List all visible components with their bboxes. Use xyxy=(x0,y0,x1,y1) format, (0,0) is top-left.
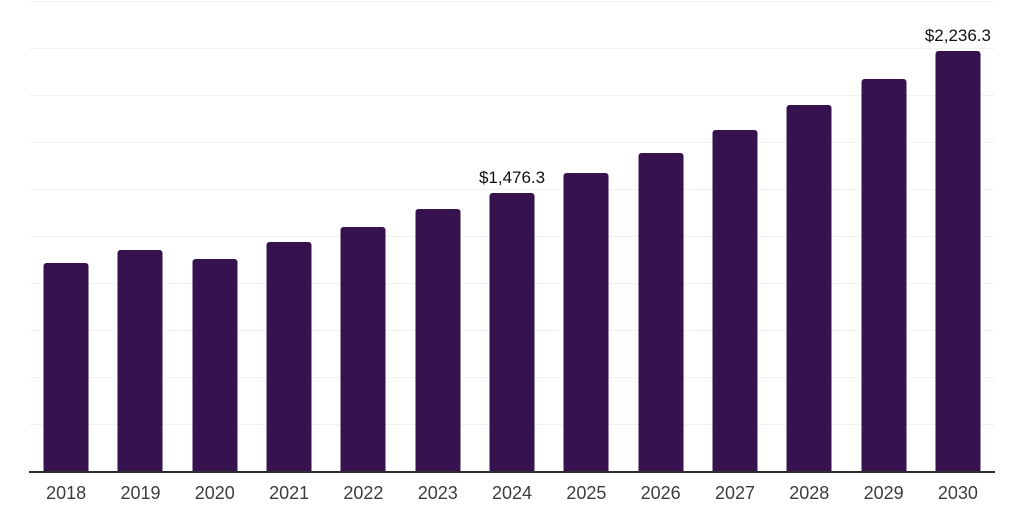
bar-2025[interactable] xyxy=(563,173,609,471)
bar-2028[interactable] xyxy=(786,105,832,471)
gridline-2250 xyxy=(29,48,995,49)
x-tick-label-2030: 2030 xyxy=(937,483,978,503)
bar-2026[interactable] xyxy=(638,152,684,471)
x-tick-label-2020: 2020 xyxy=(194,483,235,503)
x-axis-line xyxy=(29,471,995,473)
bar-slot-2018 xyxy=(29,1,103,471)
gridline-2500 xyxy=(29,1,995,2)
data-label-2024: $1,476.3 xyxy=(478,168,546,188)
bar-slot-2027 xyxy=(698,1,772,471)
plot-area: $1,476.3 $2,236.3 xyxy=(29,1,995,471)
bar-2021[interactable] xyxy=(266,242,312,471)
x-tick-label-2024: 2024 xyxy=(492,483,533,503)
x-tick-label-2029: 2029 xyxy=(863,483,904,503)
bar-slot-2020 xyxy=(178,1,252,471)
x-axis-tick-labels: 2018 2019 2020 2021 2022 2023 2024 2025 2026 2027… xyxy=(29,483,995,504)
x-tick-label-2019: 2019 xyxy=(120,483,161,503)
bar-2029[interactable] xyxy=(861,78,907,471)
bar-slot-2024: $1,476.3 xyxy=(475,1,549,471)
x-tick-label-2023: 2023 xyxy=(417,483,458,503)
x-tick-label-2025: 2025 xyxy=(566,483,607,503)
x-tick-label-2021: 2021 xyxy=(269,483,310,503)
gridline-1750 xyxy=(29,142,995,143)
x-tick-label-2022: 2022 xyxy=(343,483,384,503)
bar-slot-2021 xyxy=(252,1,326,471)
bar-slot-2022 xyxy=(326,1,400,471)
x-tick-label-2027: 2027 xyxy=(714,483,755,503)
bar-2020[interactable] xyxy=(192,258,238,471)
bar-2022[interactable] xyxy=(340,226,386,471)
bar-series: $1,476.3 $2,236.3 xyxy=(29,1,995,471)
bar-2024[interactable] xyxy=(489,193,535,471)
x-tick-label-2026: 2026 xyxy=(640,483,681,503)
bar-2019[interactable] xyxy=(117,249,163,471)
gridline-1500 xyxy=(29,189,995,190)
bar-2027[interactable] xyxy=(712,129,758,471)
bar-slot-2019 xyxy=(103,1,177,471)
bar-slot-2023 xyxy=(401,1,475,471)
data-label-2030: $2,236.3 xyxy=(924,25,991,45)
bar-slot-2028 xyxy=(772,1,846,471)
gridline-2000 xyxy=(29,95,995,96)
x-tick-label-2018: 2018 xyxy=(46,483,87,503)
bar-slot-2029 xyxy=(846,1,920,471)
bar-2023[interactable] xyxy=(415,209,461,471)
bar-2030[interactable] xyxy=(935,50,981,471)
x-tick-label-2028: 2028 xyxy=(789,483,830,503)
bar-slot-2025 xyxy=(549,1,623,471)
bar-slot-2026 xyxy=(624,1,698,471)
bar-2018[interactable] xyxy=(43,262,89,471)
bar-slot-2030: $2,236.3 xyxy=(921,1,995,471)
